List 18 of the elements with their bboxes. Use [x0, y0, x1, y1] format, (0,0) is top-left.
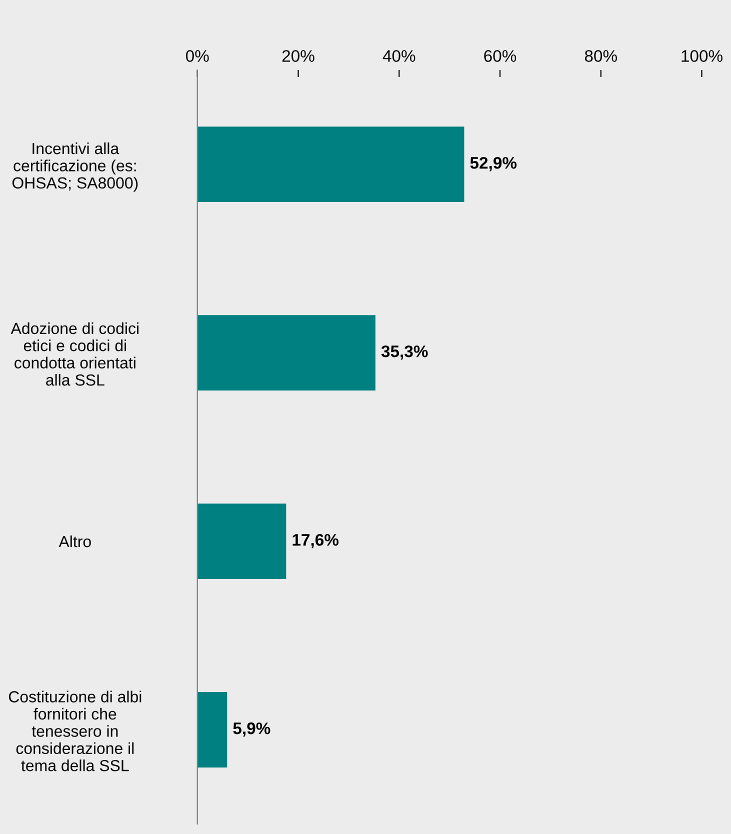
bar	[197, 315, 376, 390]
x-tick-label: 100%	[682, 50, 722, 62]
y-tick-label: Incentivi alla certificazione (es: OHSAS; SA8000)	[12, 142, 138, 192]
y-tick-label: Altro	[58, 535, 91, 548]
x-tick-label: 60%	[484, 50, 516, 62]
x-tick-label: 20%	[282, 50, 314, 62]
bar	[197, 504, 286, 579]
y-tick-label: Costituzione di albi fornitori che tenessero in considerazione il tema della SSL	[8, 690, 142, 772]
bar	[197, 126, 464, 202]
y-tick-label: Adozione di codici etici e codici di condotta orientati alla SSL	[10, 322, 138, 386]
data-label: 52,9%	[470, 156, 517, 172]
x-tick-label: 40%	[382, 50, 416, 62]
bar	[197, 692, 228, 768]
x-tick-label: 0%	[186, 50, 209, 62]
data-label: 17,6%	[292, 534, 339, 548]
data-label: 5,9%	[233, 722, 270, 737]
data-label: 35,3%	[381, 345, 428, 360]
x-tick-label: 80%	[584, 50, 617, 62]
